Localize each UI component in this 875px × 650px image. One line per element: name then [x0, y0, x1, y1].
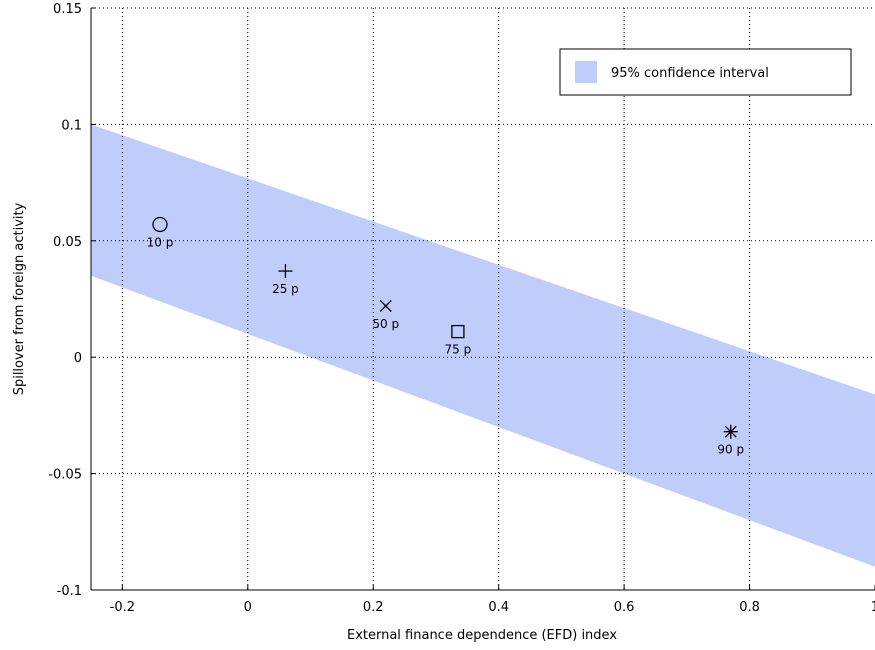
legend-label: 95% confidence interval: [611, 66, 769, 81]
x-tick-label: 0.6: [614, 600, 635, 615]
legend-box: [559, 48, 852, 96]
x-tick-label: 0.8: [739, 600, 760, 615]
x-tick-label: -0.2: [110, 600, 135, 615]
point-label: 90 p: [717, 443, 744, 457]
x-axis-label: External finance dependence (EFD) index: [347, 628, 617, 643]
point-label: 10 p: [147, 236, 174, 250]
y-tick-label: 0.1: [61, 118, 82, 133]
data-point: 50 p: [372, 300, 399, 331]
legend: 95% confidence interval: [559, 48, 852, 96]
y-tick-label: -0.1: [57, 584, 82, 599]
star-marker: [724, 425, 737, 438]
point-label: 75 p: [445, 343, 472, 357]
legend-swatch: [575, 61, 597, 83]
y-tick-label: 0: [74, 351, 82, 366]
x-tick-label: 1: [871, 600, 875, 615]
circle-marker: [152, 216, 168, 233]
data-point: 90 p: [717, 424, 744, 457]
confidence-band: [91, 124, 875, 567]
x-tick-label: 0.2: [363, 600, 384, 615]
y-tick-label: 0.05: [53, 235, 82, 250]
x-marker: [379, 300, 392, 312]
data-point: 25 p: [272, 264, 299, 296]
y-tick-label: 0.15: [53, 2, 82, 17]
x-tick-label: 0.4: [488, 600, 509, 615]
y-axis-label: Spillover from foreign activity: [12, 202, 27, 395]
data-point: 75 p: [445, 324, 472, 357]
point-label: 50 p: [372, 317, 399, 331]
square-marker: [451, 324, 465, 339]
point-label: 25 p: [272, 282, 299, 296]
x-tick-label: 0: [244, 600, 252, 615]
data-point: 10 p: [147, 216, 174, 250]
y-tick-label: -0.05: [48, 468, 82, 483]
